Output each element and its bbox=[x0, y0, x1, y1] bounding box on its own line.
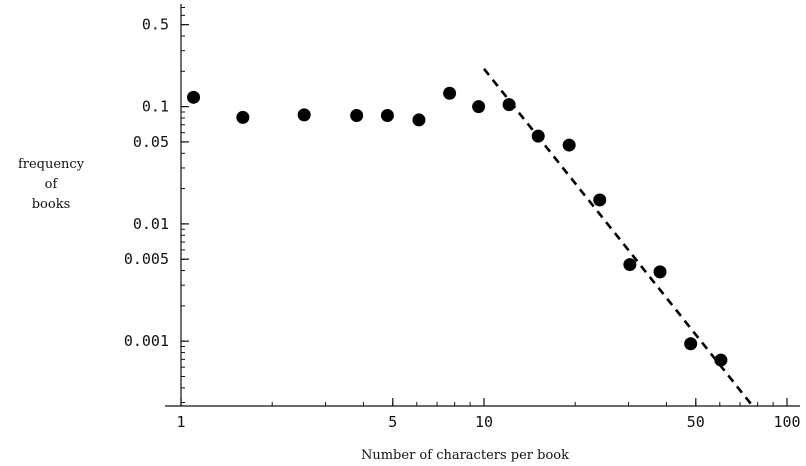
fit-line bbox=[482, 68, 754, 407]
data-point bbox=[187, 90, 201, 104]
y-tick-label: 0.01 bbox=[133, 215, 169, 233]
x-axis-label: Number of characters per book bbox=[361, 448, 569, 463]
y-tick-label: 0.5 bbox=[142, 16, 169, 34]
y-axis-label-line-2: of bbox=[45, 177, 59, 192]
axes: 1 5 10 50 100 0.5 0.1 0.05 0.01 0.005 0.001 bbox=[124, 4, 801, 431]
data-point bbox=[472, 100, 486, 114]
y-axis-label-line-1: frequency bbox=[18, 157, 85, 172]
data-point bbox=[297, 108, 311, 122]
chart-marks bbox=[187, 68, 754, 407]
x-tick-label: 50 bbox=[687, 413, 705, 431]
data-point bbox=[684, 337, 698, 351]
data-point bbox=[380, 109, 394, 123]
y-axis-label-line-3: books bbox=[32, 197, 71, 212]
x-tick-label: 5 bbox=[388, 413, 397, 431]
data-point bbox=[562, 138, 576, 152]
y-tick-label: 0.001 bbox=[124, 332, 169, 350]
y-tick-label: 0.1 bbox=[142, 98, 169, 116]
y-tick-label: 0.05 bbox=[133, 133, 169, 151]
data-point bbox=[412, 113, 426, 127]
data-point bbox=[593, 193, 607, 207]
x-tick-label: 10 bbox=[475, 413, 493, 431]
y-tick-label: 0.005 bbox=[124, 250, 169, 268]
data-point bbox=[623, 258, 637, 272]
data-point bbox=[236, 110, 250, 124]
x-tick-label: 100 bbox=[773, 413, 800, 431]
data-point bbox=[531, 129, 545, 143]
data-point bbox=[443, 86, 457, 100]
data-point bbox=[653, 265, 667, 279]
x-tick-label: 1 bbox=[176, 413, 185, 431]
data-point bbox=[350, 109, 364, 123]
data-point bbox=[502, 98, 516, 112]
data-point bbox=[714, 353, 728, 367]
